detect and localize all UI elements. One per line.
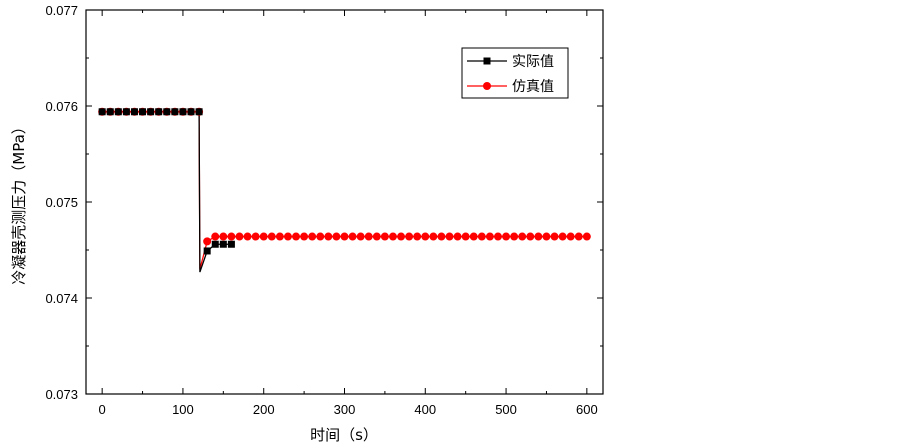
data-point-simulated xyxy=(502,232,511,241)
data-point-simulated xyxy=(421,232,430,241)
data-point-simulated xyxy=(364,232,373,241)
data-point-simulated xyxy=(227,232,236,241)
data-point-simulated xyxy=(461,232,470,241)
data-point-simulated xyxy=(485,232,494,241)
data-point-simulated xyxy=(211,232,220,241)
x-tick-label: 300 xyxy=(334,402,356,417)
data-point-actual xyxy=(106,108,114,116)
legend-label-actual: 实际值 xyxy=(512,54,554,70)
ticks-layer: 0 100 200 300 400 500 600 0.073 0.074 0.075 0.076 0… xyxy=(45,3,603,417)
data-point-actual xyxy=(211,240,219,248)
data-point-simulated xyxy=(518,232,527,241)
y-tick-label: 0.073 xyxy=(45,387,78,402)
data-point-actual xyxy=(155,108,163,116)
data-point-simulated xyxy=(251,232,260,241)
data-point-simulated xyxy=(437,232,446,241)
data-point-simulated xyxy=(510,232,519,241)
y-axis-title: 冷凝器壳测压力（MPa） xyxy=(10,119,28,285)
data-point-simulated xyxy=(283,232,292,241)
x-axis-title: 时间（s） xyxy=(310,426,378,443)
data-point-simulated xyxy=(542,232,551,241)
data-point-simulated xyxy=(397,232,406,241)
data-point-simulated xyxy=(316,232,325,241)
y-tick-label: 0.075 xyxy=(45,195,78,210)
data-point-simulated xyxy=(259,232,268,241)
legend-label-simulated: 仿真值 xyxy=(512,79,554,95)
data-point-simulated xyxy=(340,232,349,241)
data-point-simulated xyxy=(469,232,478,241)
data-point-simulated xyxy=(493,232,502,241)
data-point-simulated xyxy=(526,232,535,241)
data-point-simulated xyxy=(235,232,244,241)
legend-box xyxy=(461,47,569,99)
series-line-simulated xyxy=(102,111,587,270)
data-point-simulated xyxy=(558,232,567,241)
data-point-simulated xyxy=(308,232,317,241)
x-tick-label: 100 xyxy=(172,402,194,417)
data-point-actual xyxy=(122,108,130,116)
data-point-simulated xyxy=(574,232,583,241)
data-point-simulated xyxy=(413,232,422,241)
x-tick-label: 0 xyxy=(99,402,106,417)
data-point-simulated xyxy=(388,232,397,241)
y-tick-label: 0.076 xyxy=(45,99,78,114)
data-point-actual xyxy=(114,108,122,116)
data-point-actual xyxy=(203,247,211,255)
data-point-actual xyxy=(130,108,138,116)
data-point-simulated xyxy=(534,232,543,241)
data-point-simulated xyxy=(203,237,212,246)
data-point-actual xyxy=(98,108,106,116)
data-point-simulated xyxy=(566,232,575,241)
data-point-simulated xyxy=(477,232,486,241)
x-tick-label: 600 xyxy=(576,402,598,417)
data-point-simulated xyxy=(380,232,389,241)
x-tick-label: 500 xyxy=(495,402,517,417)
data-point-simulated xyxy=(292,232,301,241)
data-point-simulated xyxy=(275,232,284,241)
data-point-actual xyxy=(179,108,187,116)
data-point-simulated xyxy=(429,232,438,241)
data-point-simulated xyxy=(356,232,365,241)
data-point-simulated xyxy=(324,232,333,241)
data-point-simulated xyxy=(219,232,228,241)
data-point-simulated xyxy=(267,232,276,241)
data-point-actual xyxy=(163,108,171,116)
data-point-simulated xyxy=(453,232,462,241)
series-layer xyxy=(98,107,591,273)
x-tick-label: 200 xyxy=(253,402,275,417)
data-point-simulated xyxy=(550,232,559,241)
data-point-actual xyxy=(219,240,227,248)
y-tick-label: 0.077 xyxy=(45,3,78,18)
data-point-simulated xyxy=(332,232,341,241)
data-point-actual xyxy=(147,108,155,116)
data-point-simulated xyxy=(372,232,381,241)
x-tick-label: 400 xyxy=(414,402,436,417)
legend-marker-simulated xyxy=(483,82,491,90)
legend-marker-actual xyxy=(483,57,491,65)
data-point-simulated xyxy=(300,232,309,241)
data-point-actual xyxy=(139,108,147,116)
data-point-actual xyxy=(187,108,195,116)
legend: 实际值 仿真值 xyxy=(461,47,569,99)
data-point-simulated xyxy=(582,232,591,241)
data-point-simulated xyxy=(348,232,357,241)
data-point-simulated xyxy=(243,232,252,241)
y-tick-label: 0.074 xyxy=(45,291,78,306)
data-point-actual xyxy=(195,108,203,116)
data-point-simulated xyxy=(405,232,414,241)
data-point-simulated xyxy=(445,232,454,241)
series-line-actual xyxy=(102,111,232,273)
data-point-actual xyxy=(171,108,179,116)
data-point-actual xyxy=(227,240,235,248)
